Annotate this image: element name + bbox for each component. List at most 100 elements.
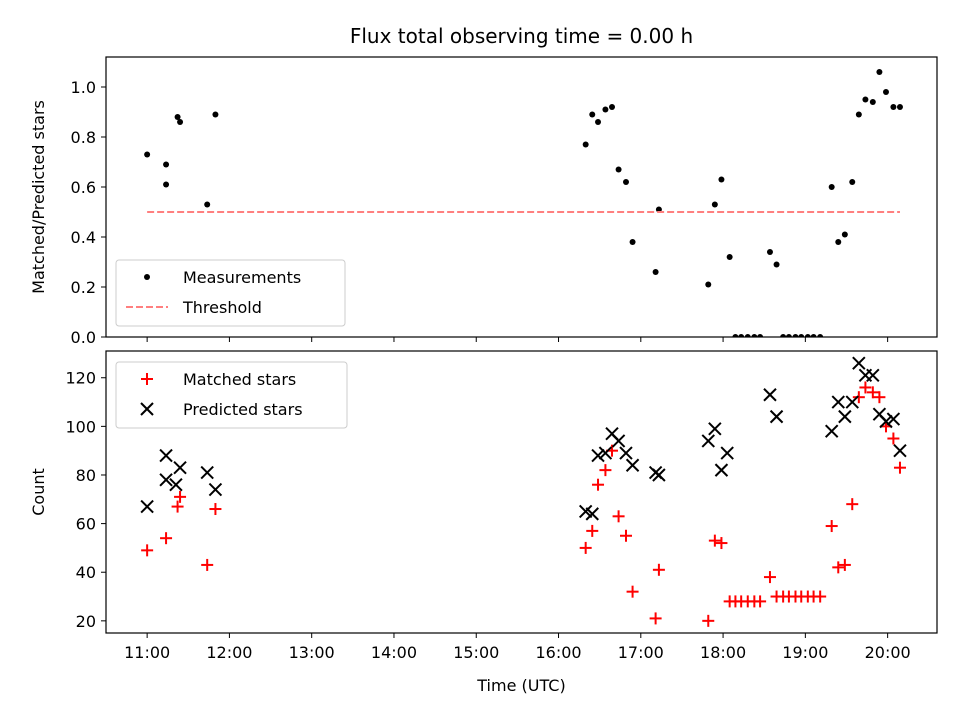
measurement-point bbox=[726, 254, 733, 260]
predicted-star-point bbox=[701, 434, 715, 448]
measurement-point bbox=[890, 104, 897, 110]
matched-star-point bbox=[592, 478, 605, 491]
matched-star-point bbox=[209, 503, 222, 516]
top-y-tick-label: 0.4 bbox=[71, 228, 96, 247]
x-tick-label: 11:00 bbox=[124, 643, 170, 662]
predicted-star-point bbox=[720, 446, 734, 460]
predicted-star-point bbox=[838, 409, 852, 424]
matched-star-point bbox=[852, 391, 865, 404]
measurement-point bbox=[738, 334, 745, 337]
bottom-legend: Matched stars Predicted stars bbox=[115, 361, 348, 429]
predicted-star-d2 bbox=[578, 504, 593, 519]
predicted-star-point bbox=[591, 448, 605, 463]
predicted-star-d2 bbox=[140, 499, 154, 514]
measurement-point bbox=[163, 161, 170, 168]
measurement-point bbox=[615, 166, 622, 173]
matched-star-point bbox=[201, 558, 214, 571]
predicted-star-d2 bbox=[173, 460, 187, 475]
measurement-point bbox=[785, 334, 792, 337]
top-y-tick-label: 0.0 bbox=[71, 328, 96, 347]
predicted-star-d2 bbox=[838, 409, 852, 424]
predicted-star-point bbox=[763, 388, 777, 402]
measurement-point bbox=[841, 231, 848, 238]
predicted-star-point bbox=[852, 356, 866, 370]
bottom-y-axis-label: Count bbox=[29, 468, 48, 516]
measurement-point bbox=[757, 334, 764, 337]
x-tick-label: 13:00 bbox=[289, 643, 335, 662]
legend-label: Measurements bbox=[183, 268, 301, 287]
predicted-star-point bbox=[824, 424, 839, 438]
predicted-star-d2 bbox=[893, 443, 907, 458]
predicted-star-d2 bbox=[208, 482, 223, 497]
matched-star-point bbox=[887, 432, 900, 445]
matched-star-point bbox=[160, 532, 173, 545]
predicted-star-point bbox=[652, 468, 666, 482]
top-legend-box bbox=[115, 259, 346, 327]
x-tick-label: 17:00 bbox=[618, 643, 664, 662]
measurement-point bbox=[817, 334, 824, 337]
matched-star-point bbox=[599, 464, 612, 477]
predicted-star-d2 bbox=[769, 409, 784, 424]
measurement-point bbox=[589, 111, 596, 118]
measurement-point bbox=[869, 99, 876, 105]
bottom-y-tick-label: 120 bbox=[65, 369, 96, 388]
predicted-star-d2 bbox=[886, 412, 901, 426]
measurement-point bbox=[862, 96, 869, 103]
predicted-star-point bbox=[845, 395, 859, 409]
matched-star-point bbox=[174, 490, 187, 503]
matched-star-point bbox=[171, 500, 184, 513]
predicted-star-d2 bbox=[845, 395, 859, 409]
predicted-star-d2 bbox=[598, 446, 613, 460]
measurement-point bbox=[744, 334, 751, 337]
measurement-point bbox=[652, 269, 659, 275]
matched-star-point bbox=[579, 541, 592, 554]
matched-star-point bbox=[825, 520, 838, 533]
predicted-star-d2 bbox=[625, 458, 640, 472]
matched-star-point bbox=[838, 558, 851, 571]
chart-title: Flux total observing time = 0.00 h bbox=[350, 24, 693, 48]
legend-predicted-swatch-d2 bbox=[140, 402, 154, 416]
matched-star-point bbox=[873, 391, 886, 404]
predicted-star-d2 bbox=[872, 407, 887, 421]
measurement-point bbox=[855, 111, 862, 118]
measurement-point bbox=[804, 334, 811, 337]
predicted-star-point bbox=[159, 473, 173, 487]
matched-star-point bbox=[763, 571, 776, 584]
predicted-star-d2 bbox=[591, 448, 605, 463]
measurement-point bbox=[177, 119, 184, 125]
predicted-star-d2 bbox=[611, 434, 626, 448]
predicted-star-point bbox=[769, 409, 784, 424]
predicted-star-point bbox=[708, 422, 722, 436]
matched-star-point bbox=[612, 510, 625, 523]
matched-star-point bbox=[866, 386, 879, 399]
predicted-star-d2 bbox=[585, 507, 599, 521]
measurement-point bbox=[718, 176, 725, 183]
measurement-point bbox=[751, 334, 758, 337]
measurement-point bbox=[882, 89, 889, 95]
bottom-y-tick-label: 60 bbox=[76, 515, 96, 534]
top-panel: 0.0 0.2 0.4 0.6 0.8 1.0 Matched/Predicted star… bbox=[29, 56, 938, 347]
predicted-star-point bbox=[208, 482, 223, 497]
bottom-y-tick-label: 80 bbox=[76, 466, 96, 485]
matched-star-point bbox=[846, 498, 859, 511]
measurement-point bbox=[212, 111, 219, 118]
measurement-point bbox=[798, 334, 805, 337]
x-tick-label: 20:00 bbox=[865, 643, 911, 662]
measurement-point bbox=[582, 141, 589, 148]
matched-star-point bbox=[893, 461, 906, 474]
predicted-star-d2 bbox=[605, 426, 619, 441]
predicted-star-point bbox=[598, 446, 613, 460]
measurement-point bbox=[828, 184, 835, 190]
measurement-point bbox=[609, 104, 616, 110]
measurement-point bbox=[810, 334, 817, 337]
matched-star-point bbox=[814, 590, 827, 603]
predicted-star-point bbox=[893, 443, 907, 458]
legend-measurements-swatch bbox=[144, 274, 150, 280]
matched-star-point bbox=[715, 537, 728, 550]
predicted-star-d2 bbox=[720, 446, 734, 460]
predicted-star-d2 bbox=[879, 414, 893, 429]
measurement-point bbox=[602, 106, 609, 113]
bottom-y-tick-label: 20 bbox=[76, 612, 96, 631]
measurement-point bbox=[773, 261, 780, 268]
